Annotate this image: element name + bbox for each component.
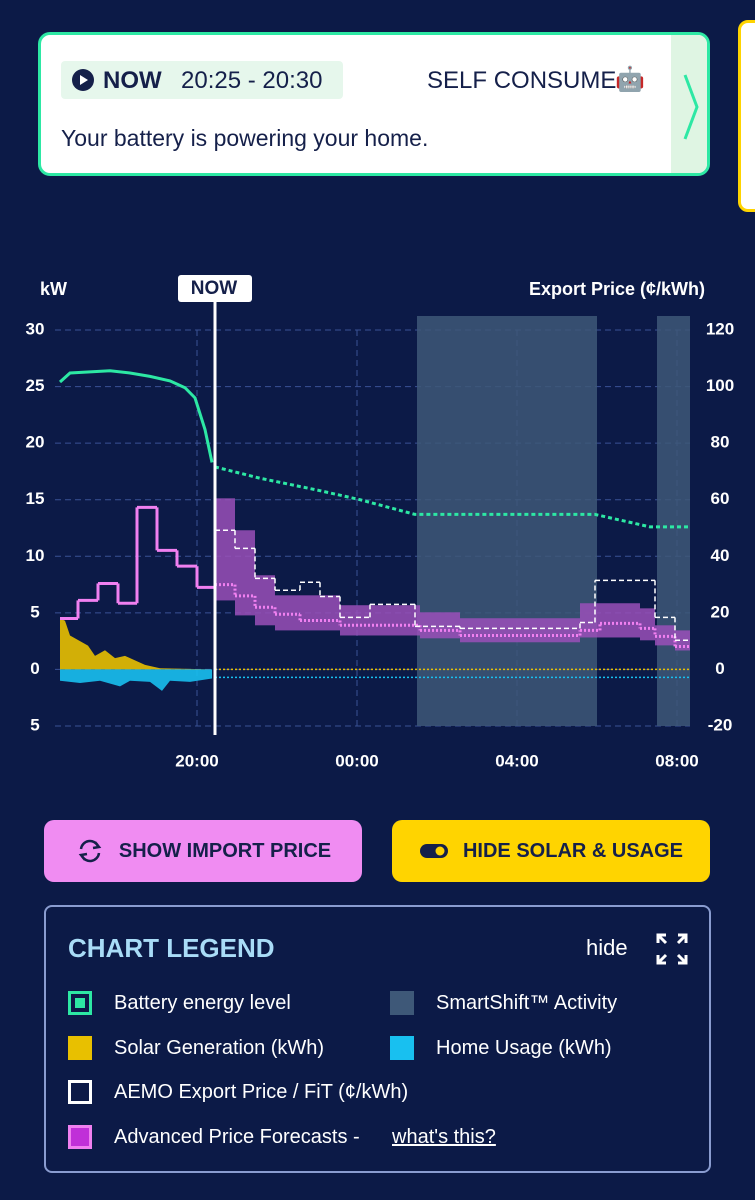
message: Your battery is powering your home. [61, 125, 429, 151]
mode: SELF CONSUME [427, 67, 617, 94]
forecast-band [675, 630, 690, 651]
x-tick-label: 04:00 [495, 751, 538, 770]
y2-tick-label: 100 [706, 376, 734, 395]
legend-swatch [68, 1125, 92, 1149]
x-tick-label: 00:00 [335, 751, 378, 770]
x-tick-label: 08:00 [655, 751, 698, 770]
y-tick-label: 5 [30, 602, 39, 621]
forecast-band [275, 595, 340, 631]
forecast-band [420, 612, 460, 639]
legend-label: Battery energy level [114, 992, 291, 1014]
forecast-band [340, 605, 420, 636]
area [60, 618, 212, 670]
status-card: NOW 20:25 - 20:30 SELF CONSUME 🤖 Your ba… [38, 32, 710, 176]
forecast-band [460, 618, 580, 643]
now-pill: NOW 20:25 - 20:30 [61, 61, 343, 99]
battery-line [58, 369, 214, 463]
expand-icon[interactable] [656, 933, 688, 965]
y-axis-label: kW [40, 279, 67, 299]
y2-axis-label: Export Price (¢/kWh) [529, 279, 705, 299]
y2-tick-label: 20 [711, 602, 730, 621]
legend-label: Solar Generation (kWh) [114, 1037, 325, 1059]
now-label: NOW [103, 67, 162, 94]
y-tick-label: 30 [26, 319, 45, 338]
next-button[interactable] [671, 35, 707, 173]
chart: kW Export Price (¢/kWh) 30 25 20 15 10 5 0 5 120… [26, 275, 734, 770]
smartshift-span [657, 316, 690, 726]
y2-tick-label: 0 [715, 659, 724, 678]
y2-tick-label: 80 [711, 433, 730, 452]
refresh-icon [78, 839, 102, 863]
y2-tick-label: 40 [711, 546, 730, 565]
toggle-icon [419, 844, 448, 858]
forecast-band [640, 608, 655, 641]
show-import-price-button[interactable]: SHOW IMPORT PRICE [44, 820, 362, 882]
chart-legend: CHART LEGEND hide Battery energy level S… [44, 905, 711, 1173]
legend-swatch [390, 1036, 414, 1060]
mode-icon: 🤖 [615, 66, 645, 93]
y-tick-label: 15 [26, 489, 45, 508]
legend-swatch [68, 1036, 92, 1060]
next-card-peek[interactable] [738, 20, 755, 212]
legend-title: CHART LEGEND [68, 933, 275, 963]
button-label: HIDE SOLAR & USAGE [462, 839, 684, 862]
legend-swatch [390, 991, 414, 1015]
y2-tick-label: 60 [711, 489, 730, 508]
y2-tick-label: 120 [706, 319, 734, 338]
legend-label: AEMO Export Price / FiT (¢/kWh) [114, 1081, 409, 1103]
now-badge [178, 275, 252, 302]
smartshift-span [417, 316, 597, 726]
y-tick-label: 5 [30, 715, 39, 734]
x-tick-label: 20:00 [175, 751, 218, 770]
area [60, 669, 212, 691]
y-tick-label: 10 [26, 546, 45, 565]
legend-label: SmartShift™ Activity [436, 992, 618, 1014]
legend-swatch [68, 991, 92, 1015]
chevron [683, 74, 699, 140]
y-tick-label: 25 [26, 376, 45, 395]
legend-label: Home Usage (kWh) [436, 1037, 612, 1059]
time-range: 20:25 - 20:30 [181, 67, 323, 94]
forecast-band [255, 575, 275, 626]
legend-hide[interactable]: hide [586, 935, 628, 960]
y2-tick-label: -20 [708, 715, 733, 734]
y-tick-label: 0 [30, 659, 39, 678]
hide-solar-usage-button[interactable]: HIDE SOLAR & USAGE [392, 820, 710, 882]
play-icon [72, 69, 94, 91]
button-label: SHOW IMPORT PRICE [118, 839, 332, 862]
legend-label: Advanced Price Forecasts - [114, 1126, 366, 1148]
battery-line [214, 465, 690, 529]
y-tick-label: 20 [26, 433, 45, 452]
now-badge-label: NOW [191, 278, 238, 299]
forecast-band [580, 603, 640, 638]
whats-this-link[interactable]: what's this? [392, 1126, 496, 1148]
forecast-band [235, 530, 255, 616]
legend-swatch [68, 1080, 92, 1104]
forecast-band [215, 498, 235, 601]
